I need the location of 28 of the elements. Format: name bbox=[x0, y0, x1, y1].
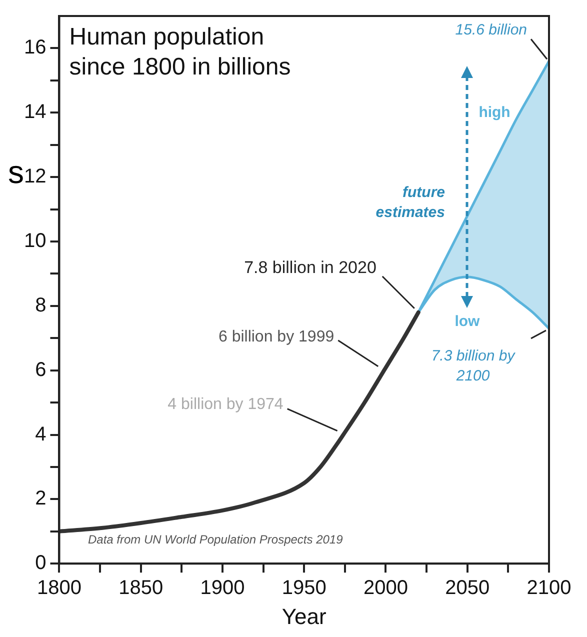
y-tick-label: 0 bbox=[35, 552, 46, 574]
x-tick-label: 2100 bbox=[526, 577, 572, 600]
y-tick-label: 14 bbox=[24, 101, 46, 124]
x-tick-label: 1800 bbox=[36, 577, 82, 600]
y-tick-label: 6 bbox=[35, 358, 46, 381]
x-axis-title: Year bbox=[282, 604, 326, 629]
annotation: 6 billion by 1999 bbox=[218, 328, 334, 346]
series-label: high bbox=[478, 104, 510, 122]
y-tick-label: 4 bbox=[35, 423, 46, 446]
y-tick-label: 8 bbox=[35, 294, 46, 316]
text: Human population since 1800 in billions bbox=[69, 24, 291, 81]
text: s bbox=[8, 154, 24, 190]
annotation: Data from UN World Population Prospects 2019 bbox=[88, 532, 344, 546]
x-tick-label: 2050 bbox=[445, 577, 490, 600]
annotation: 4 billion by 1974 bbox=[168, 396, 284, 414]
x-tick-label: 2000 bbox=[364, 577, 408, 600]
x-tick-label: 1900 bbox=[200, 577, 245, 600]
text: low bbox=[454, 313, 480, 330]
x-tick-label: 1950 bbox=[282, 577, 326, 600]
y-tick-label: 2 bbox=[35, 488, 46, 510]
y-tick-label: 10 bbox=[24, 230, 46, 252]
y-tick-label: 12 bbox=[24, 166, 46, 188]
annotation: 7.8 billion in 2020 bbox=[244, 258, 376, 278]
y-tick-label: 16 bbox=[24, 36, 46, 59]
annotation: future estimates bbox=[376, 184, 445, 222]
x-tick-label: 1850 bbox=[118, 577, 164, 600]
annotation: 15.6 billion bbox=[455, 21, 527, 38]
annotation: 7.3 billion by 2100 bbox=[431, 348, 516, 385]
